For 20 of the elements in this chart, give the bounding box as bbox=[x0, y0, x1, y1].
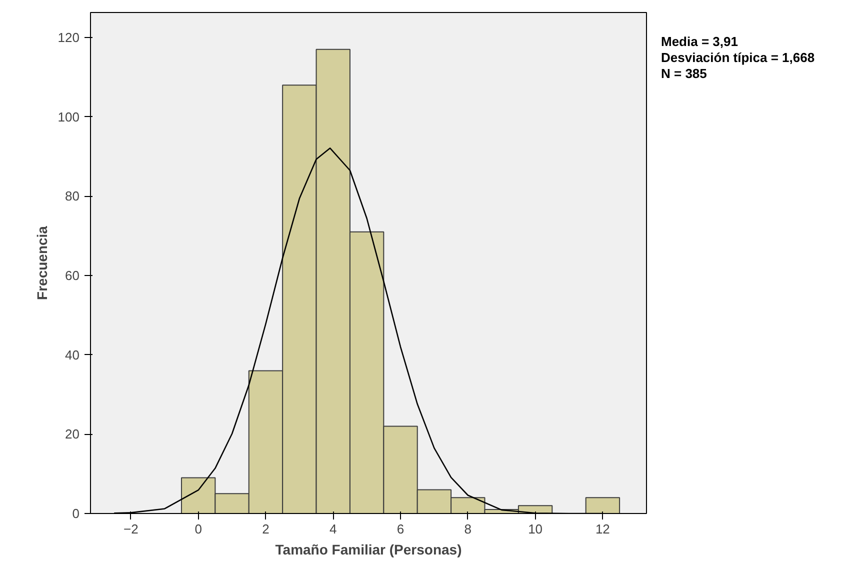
x-tick-label: 8 bbox=[464, 522, 472, 536]
y-tick-label: 20 bbox=[65, 426, 80, 442]
y-tick-label: 80 bbox=[65, 188, 80, 204]
x-tick-label: 6 bbox=[396, 522, 404, 536]
text: N = 385 bbox=[661, 66, 708, 82]
x-tick-label: 0 bbox=[194, 522, 202, 536]
x-tick-label: 10 bbox=[528, 522, 543, 536]
y-tick-label: 60 bbox=[65, 268, 80, 283]
y-axis-title: Frecuencia bbox=[34, 226, 50, 300]
x-axis-title: Tamaño Familiar (Personas) bbox=[275, 542, 462, 558]
text: Desviación típica = 1,668 bbox=[661, 50, 815, 66]
y-tick-label: 0 bbox=[72, 506, 80, 521]
x-tick-label: −2 bbox=[124, 522, 138, 536]
y-tick-label: 120 bbox=[58, 30, 80, 45]
y-tick-label: 40 bbox=[65, 347, 80, 362]
y-tick-label: 100 bbox=[58, 109, 80, 124]
x-tick-label: 4 bbox=[330, 522, 337, 536]
text: Media = 3,91 bbox=[661, 34, 739, 50]
x-tick-label: 12 bbox=[595, 522, 610, 536]
x-tick-label: 2 bbox=[262, 522, 270, 536]
